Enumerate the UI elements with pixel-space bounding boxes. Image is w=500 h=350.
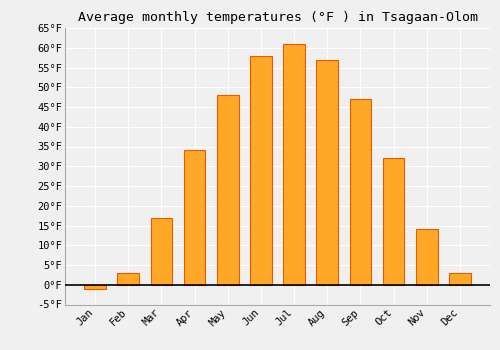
Bar [118,273,139,285]
Bar [250,56,272,285]
Bar [449,273,470,285]
Bar [416,230,438,285]
Bar [316,60,338,285]
Bar [217,95,238,285]
Bar [184,150,206,285]
Bar [350,99,371,285]
Title: Average monthly temperatures (°F ) in Tsagaan-Olom: Average monthly temperatures (°F ) in Ts… [78,11,477,24]
Bar [150,218,172,285]
Bar [84,285,106,289]
Bar [383,158,404,285]
Bar [284,44,305,285]
